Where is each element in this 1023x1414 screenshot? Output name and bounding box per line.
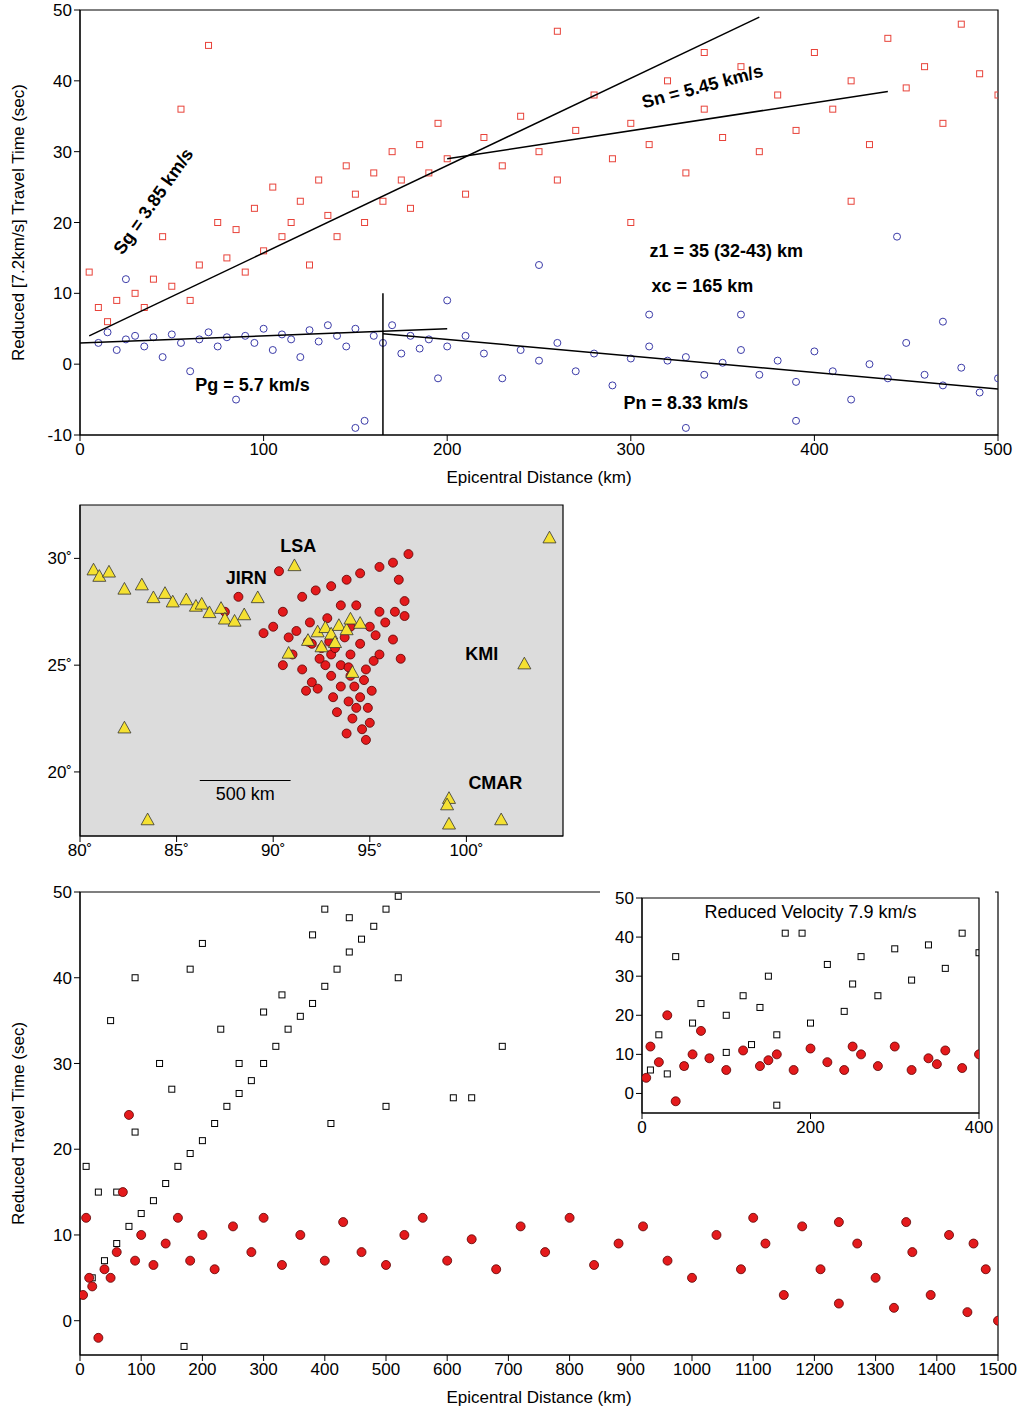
svg-text:Epicentral Distance (km): Epicentral Distance (km) bbox=[446, 468, 631, 487]
svg-text:20: 20 bbox=[615, 1006, 634, 1025]
svg-text:Reduced [7.2km/s] Travel Time: Reduced [7.2km/s] Travel Time (sec) bbox=[9, 84, 28, 361]
svg-text:30: 30 bbox=[53, 1055, 72, 1074]
svg-text:Sg = 3.85 km/s: Sg = 3.85 km/s bbox=[110, 144, 198, 258]
svg-text:400: 400 bbox=[800, 440, 828, 459]
svg-text:Sn = 5.45 km/s: Sn = 5.45 km/s bbox=[640, 61, 766, 113]
svg-text:0: 0 bbox=[625, 1084, 634, 1103]
svg-text:xc = 165 km: xc = 165 km bbox=[652, 276, 754, 296]
svg-text:0: 0 bbox=[63, 355, 72, 374]
svg-text:100˚: 100˚ bbox=[449, 841, 483, 860]
svg-text:CMAR: CMAR bbox=[468, 773, 522, 793]
svg-text:40: 40 bbox=[53, 72, 72, 91]
svg-text:80˚: 80˚ bbox=[68, 841, 93, 860]
svg-text:30: 30 bbox=[53, 143, 72, 162]
svg-text:50: 50 bbox=[53, 883, 72, 902]
svg-text:100: 100 bbox=[249, 440, 277, 459]
svg-text:KMI: KMI bbox=[465, 644, 498, 664]
svg-text:-10: -10 bbox=[47, 426, 72, 445]
svg-text:1300: 1300 bbox=[857, 1360, 895, 1379]
svg-text:50: 50 bbox=[53, 1, 72, 20]
svg-text:200: 200 bbox=[796, 1118, 824, 1137]
svg-text:1200: 1200 bbox=[795, 1360, 833, 1379]
svg-text:800: 800 bbox=[555, 1360, 583, 1379]
svg-text:50: 50 bbox=[615, 889, 634, 908]
svg-text:30˚: 30˚ bbox=[47, 549, 72, 568]
svg-text:Pg = 5.7 km/s: Pg = 5.7 km/s bbox=[195, 375, 310, 395]
svg-text:500: 500 bbox=[984, 440, 1012, 459]
svg-text:900: 900 bbox=[617, 1360, 645, 1379]
svg-text:300: 300 bbox=[617, 440, 645, 459]
svg-text:20: 20 bbox=[53, 1140, 72, 1159]
svg-text:1100: 1100 bbox=[735, 1360, 772, 1379]
svg-text:25˚: 25˚ bbox=[47, 656, 72, 675]
svg-text:0: 0 bbox=[63, 1312, 72, 1331]
svg-text:200: 200 bbox=[188, 1360, 216, 1379]
svg-text:95˚: 95˚ bbox=[358, 841, 383, 860]
svg-text:10: 10 bbox=[53, 284, 72, 303]
svg-text:200: 200 bbox=[433, 440, 461, 459]
svg-text:1000: 1000 bbox=[673, 1360, 711, 1379]
svg-text:Reduced Travel Time (sec): Reduced Travel Time (sec) bbox=[9, 1022, 28, 1225]
svg-text:0: 0 bbox=[637, 1118, 646, 1137]
svg-text:LSA: LSA bbox=[280, 536, 316, 556]
svg-text:30: 30 bbox=[615, 967, 634, 986]
svg-text:Reduced Velocity 7.9 km/s: Reduced Velocity 7.9 km/s bbox=[704, 902, 916, 922]
svg-text:z1 = 35 (32-43) km: z1 = 35 (32-43) km bbox=[649, 241, 803, 261]
svg-text:10: 10 bbox=[53, 1226, 72, 1245]
svg-text:600: 600 bbox=[433, 1360, 461, 1379]
svg-text:500: 500 bbox=[372, 1360, 400, 1379]
svg-text:500 km: 500 km bbox=[216, 784, 275, 804]
svg-text:85˚: 85˚ bbox=[164, 841, 189, 860]
svg-text:20˚: 20˚ bbox=[47, 763, 72, 782]
svg-text:90˚: 90˚ bbox=[261, 841, 286, 860]
svg-text:400: 400 bbox=[965, 1118, 993, 1137]
svg-text:Epicentral Distance (km): Epicentral Distance (km) bbox=[446, 1388, 631, 1407]
svg-text:0: 0 bbox=[75, 1360, 84, 1379]
svg-text:JIRN: JIRN bbox=[226, 568, 267, 588]
svg-text:40: 40 bbox=[53, 969, 72, 988]
svg-text:10: 10 bbox=[615, 1045, 634, 1064]
svg-text:40: 40 bbox=[615, 928, 634, 947]
svg-text:1400: 1400 bbox=[918, 1360, 956, 1379]
svg-text:400: 400 bbox=[311, 1360, 339, 1379]
svg-text:100: 100 bbox=[127, 1360, 155, 1379]
svg-text:0: 0 bbox=[75, 440, 84, 459]
svg-text:1500: 1500 bbox=[979, 1360, 1017, 1379]
svg-text:Pn = 8.33 km/s: Pn = 8.33 km/s bbox=[624, 393, 749, 413]
svg-text:300: 300 bbox=[249, 1360, 277, 1379]
svg-text:20: 20 bbox=[53, 214, 72, 233]
svg-text:700: 700 bbox=[494, 1360, 522, 1379]
